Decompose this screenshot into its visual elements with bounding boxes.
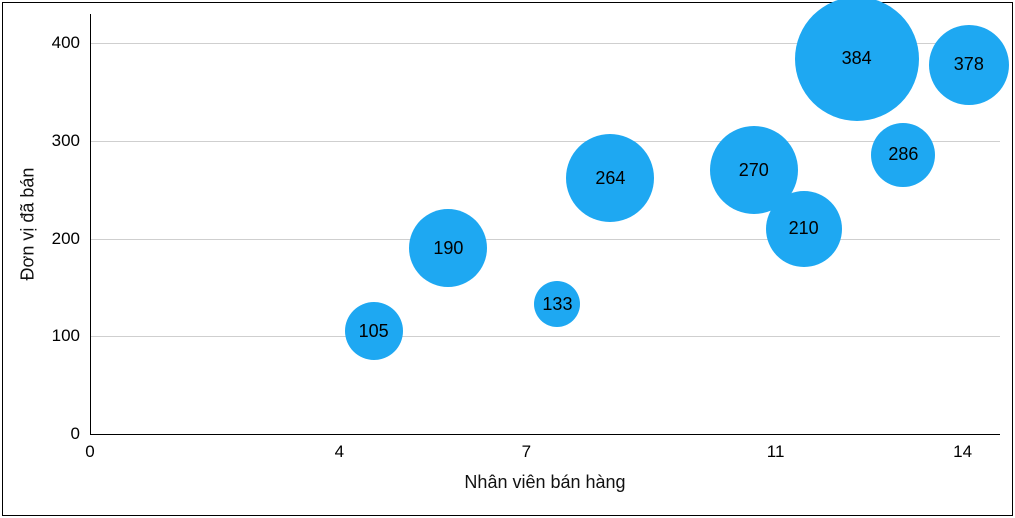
- x-axis-line: [90, 434, 1000, 435]
- bubble: 264: [566, 134, 654, 222]
- x-tick-label: 14: [953, 434, 972, 462]
- bubble: 190: [409, 209, 487, 287]
- bubble: 105: [345, 302, 403, 360]
- y-axis-line: [90, 14, 91, 434]
- x-axis-title: Nhân viên bán hàng: [464, 472, 625, 493]
- gridline-y: [90, 239, 1000, 240]
- x-tick-label: 4: [335, 434, 344, 462]
- x-tick-label: 11: [767, 434, 785, 462]
- bubble-label: 384: [842, 48, 872, 69]
- bubble: 286: [871, 123, 935, 187]
- bubble-label: 190: [433, 238, 463, 259]
- bubble-label: 286: [888, 144, 918, 165]
- bubble: 384: [795, 0, 919, 121]
- gridline-y: [90, 141, 1000, 142]
- bubble-label: 105: [359, 321, 389, 342]
- bubble-label: 210: [789, 218, 819, 239]
- bubble: 210: [766, 191, 842, 267]
- plot-area: 0100200300400047111410519013326427021038…: [90, 14, 1000, 434]
- bubble-label: 378: [954, 54, 984, 75]
- y-tick-label: 100: [52, 326, 90, 346]
- bubble-label: 270: [739, 160, 769, 181]
- y-tick-label: 400: [52, 33, 90, 53]
- bubble: 378: [929, 25, 1009, 105]
- y-axis-title: Đơn vị đã bán: [18, 168, 39, 281]
- y-tick-label: 200: [52, 229, 90, 249]
- gridline-y: [90, 336, 1000, 337]
- bubble-label: 133: [542, 294, 572, 315]
- bubble: 133: [534, 281, 580, 327]
- y-tick-label: 300: [52, 131, 90, 151]
- x-tick-label: 7: [522, 434, 531, 462]
- bubble-label: 264: [595, 168, 625, 189]
- x-tick-label: 0: [85, 434, 94, 462]
